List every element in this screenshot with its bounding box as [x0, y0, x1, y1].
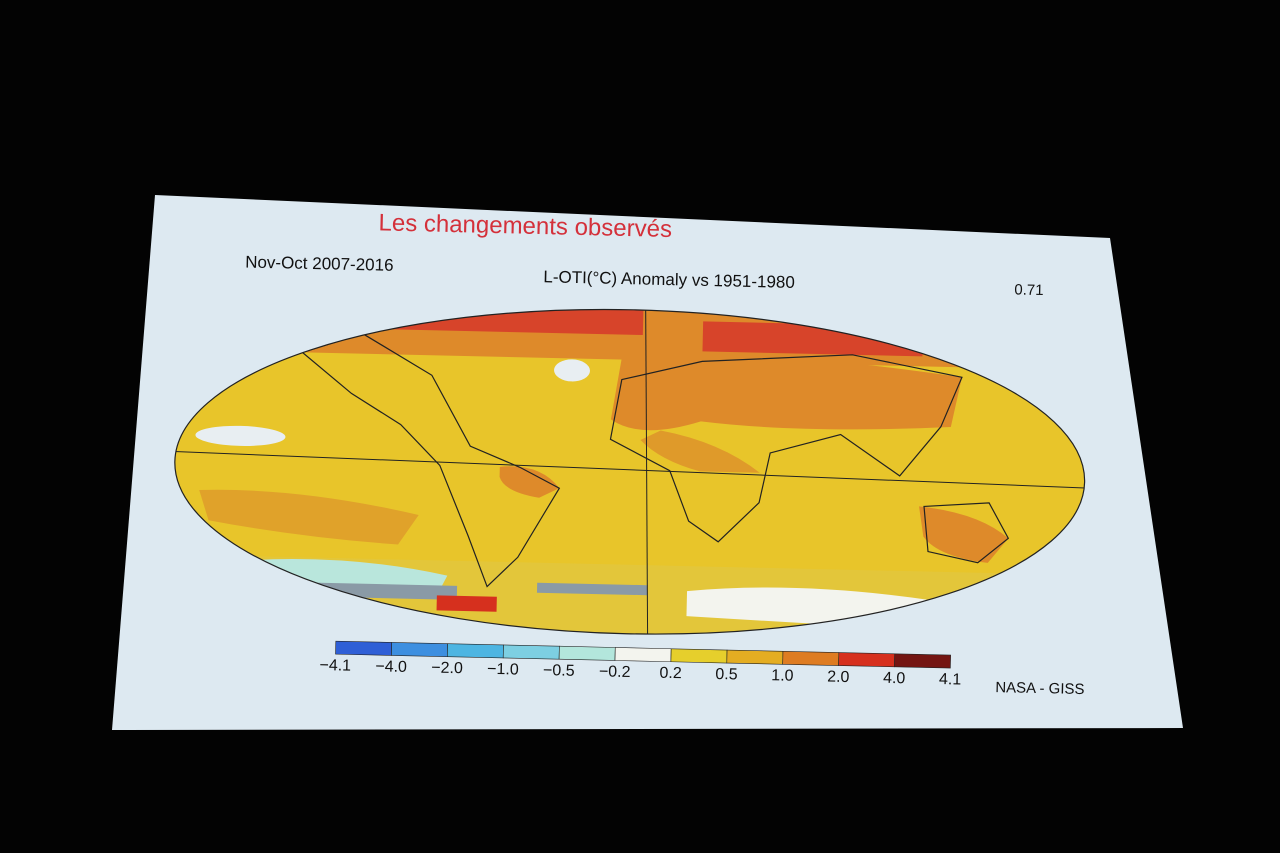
- colorbar-label: −0.2: [599, 663, 631, 681]
- colorbar-label: 4.0: [883, 670, 906, 688]
- colorbar-segment: [446, 643, 504, 659]
- colorbar-label: −1.0: [487, 661, 519, 679]
- colorbar-segment: [726, 649, 784, 665]
- colorbar-label: 0.2: [659, 665, 682, 683]
- map-outline: [174, 308, 1086, 635]
- colorbar-label: −0.5: [543, 662, 575, 680]
- colorbar-segment: [670, 648, 728, 664]
- source: NASA - GISS: [995, 679, 1085, 698]
- slide-title: Les changements observés: [378, 209, 672, 243]
- colorbar-segment: [558, 645, 616, 661]
- colorbar-label: −2.0: [431, 660, 463, 678]
- colorbar-label: 1.0: [771, 667, 794, 685]
- period: Nov-Oct 2007-2016: [245, 252, 394, 274]
- colorbar-segment: [391, 642, 448, 657]
- colorbar-label: 4.1: [939, 671, 962, 689]
- colorbar-segment: [502, 644, 560, 660]
- colorbar-segment: [894, 653, 951, 669]
- global-mean: 0.71: [1014, 281, 1044, 299]
- colorbar-label: −4.1: [319, 657, 351, 675]
- colorbar: −4.1 −4.0 −2.0 −1.0 −0.5 −0.2 0.2 0.5 1.0 2.0 4.0 4…: [319, 640, 962, 689]
- colorbar-label: 2.0: [827, 669, 850, 687]
- colorbar-segment: [335, 640, 393, 656]
- colorbar-segment: [614, 647, 672, 663]
- colorbar-segment: [838, 652, 896, 668]
- colorbar-label: −4.0: [375, 658, 407, 676]
- colorbar-segment: [782, 650, 840, 666]
- colorbar-label: 0.5: [715, 666, 738, 684]
